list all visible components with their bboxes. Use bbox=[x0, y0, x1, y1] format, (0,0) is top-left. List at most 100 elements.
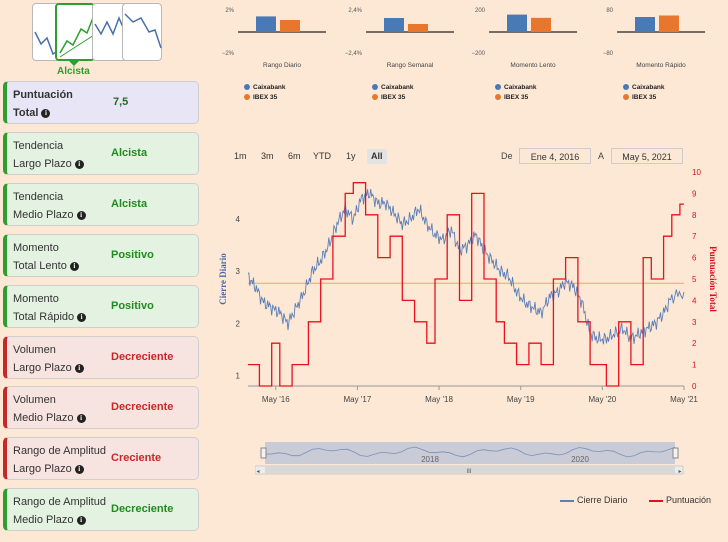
range-button[interactable]: 1m bbox=[234, 151, 247, 161]
info-icon[interactable]: i bbox=[74, 363, 84, 373]
legend-price[interactable]: Cierre Diario bbox=[560, 495, 628, 505]
indicator-card[interactable]: Volumen Largo Plazo i Decreciente bbox=[3, 336, 199, 379]
indicator-name: Momento Total Rápido i bbox=[13, 290, 87, 326]
indicator-name-line1: Tendencia bbox=[13, 140, 64, 152]
mini-legend-ibex[interactable]: IBEX 35 bbox=[244, 94, 277, 101]
indicator-name-line2-text: Largo Plazo bbox=[13, 463, 72, 475]
mini-legend-ibex-label: IBEX 35 bbox=[504, 94, 529, 101]
indicator-card[interactable]: Volumen Medio Plazo i Decreciente bbox=[3, 386, 199, 429]
indicator-name: Rango de Amplitud Medio Plazo i bbox=[13, 493, 106, 529]
legend-price-label: Cierre Diario bbox=[577, 495, 628, 505]
info-icon[interactable]: i bbox=[74, 159, 84, 169]
y2-tick-label: 1 bbox=[692, 361, 697, 370]
date-from-input[interactable]: Ene 4, 2016 bbox=[519, 148, 591, 164]
indicator-name-line2-text: Largo Plazo bbox=[13, 362, 72, 374]
indicator-card[interactable]: Momento Total Rápido i Positivo bbox=[3, 285, 199, 328]
trend-option-bearish-2[interactable] bbox=[122, 3, 162, 61]
indicator-name-line1: Volumen bbox=[13, 394, 56, 406]
indicator-card[interactable]: Tendencia Medio Plazo i Alcista bbox=[3, 183, 199, 226]
ibex-dot-icon bbox=[495, 94, 501, 101]
caixabank-dot-icon bbox=[244, 84, 250, 91]
indicator-name-line2: Total Rápido i bbox=[13, 308, 87, 326]
range-button[interactable]: All bbox=[367, 149, 387, 164]
indicator-value: Alcista bbox=[111, 198, 148, 210]
main-chart[interactable]: 1 2 3 4 0 1 2 3 4 5 6 7 8 9 10 May '16 May '17 May '18 May… bbox=[200, 160, 728, 490]
y2-axis-title: Puntuación Total bbox=[708, 246, 718, 312]
indicator-name-line2-text: Medio Plazo bbox=[13, 514, 74, 526]
x-tick-label: May '18 bbox=[425, 395, 453, 404]
scroll-right-icon[interactable]: ▸ bbox=[678, 469, 681, 475]
mini-bar[interactable] bbox=[635, 17, 655, 32]
ibex-dot-icon bbox=[244, 94, 250, 101]
mini-legend-ibex[interactable]: IBEX 35 bbox=[372, 94, 405, 101]
navigator-scrollbar-thumb[interactable] bbox=[265, 466, 675, 474]
navigator-series bbox=[265, 446, 676, 458]
mini-legend-caixabank[interactable]: Caixabank bbox=[244, 84, 286, 91]
indicator-value: Decreciente bbox=[111, 351, 174, 363]
mini-bar[interactable] bbox=[256, 16, 276, 32]
mini-legend-caixabank[interactable]: Caixabank bbox=[623, 84, 665, 91]
mini-bar[interactable] bbox=[531, 17, 551, 32]
navigator[interactable]: 2018 2020 III ◂ ▸ bbox=[255, 438, 685, 478]
mini-legend-ibex[interactable]: IBEX 35 bbox=[623, 94, 656, 101]
indicator-card[interactable]: Puntuación Total i 7,5 bbox=[3, 81, 199, 124]
indicator-card[interactable]: Tendencia Largo Plazo i Alcista bbox=[3, 132, 199, 175]
indicator-card[interactable]: Momento Total Lento i Positivo bbox=[3, 234, 199, 277]
y2-tick-label: 8 bbox=[692, 211, 697, 220]
info-icon[interactable]: i bbox=[41, 108, 51, 118]
mini-legend-caixabank[interactable]: Caixabank bbox=[372, 84, 414, 91]
trend-selector bbox=[32, 3, 162, 66]
mini-title: Momento Lento bbox=[510, 62, 556, 69]
scroll-left-icon[interactable]: ◂ bbox=[256, 469, 259, 475]
caixabank-dot-icon bbox=[623, 84, 629, 91]
range-button[interactable]: 3m bbox=[261, 151, 274, 161]
indicator-card[interactable]: Rango de Amplitud Medio Plazo i Decreciente bbox=[3, 488, 199, 531]
indicator-name-line2: Medio Plazo i bbox=[13, 511, 106, 529]
y2-tick-label: 5 bbox=[692, 275, 697, 284]
scroll-grip-icon: III bbox=[466, 469, 471, 475]
mini-bar[interactable] bbox=[384, 18, 404, 32]
mini-legend-caixabank[interactable]: Caixabank bbox=[495, 84, 537, 91]
mini-title: Rango Semanal bbox=[387, 62, 434, 69]
info-icon[interactable]: i bbox=[76, 210, 86, 220]
mini-bar[interactable] bbox=[507, 14, 527, 32]
indicator-value: Positivo bbox=[111, 249, 154, 261]
indicator-name-line1: Volumen bbox=[13, 344, 56, 356]
y2-tick-label: 4 bbox=[692, 296, 697, 305]
mini-title: Momento Rápido bbox=[636, 62, 686, 69]
info-icon[interactable]: i bbox=[69, 261, 79, 271]
indicator-name-line1: Rango de Amplitud bbox=[13, 496, 106, 508]
indicator-name: Volumen Largo Plazo i bbox=[13, 341, 84, 377]
legend-score[interactable]: Puntuación bbox=[649, 495, 711, 505]
mini-chart-1: 2,4% −2,4% Rango Semanal bbox=[345, 8, 454, 69]
navigator-selection[interactable] bbox=[265, 442, 675, 464]
indicator-name-line2-text: Total Rápido bbox=[13, 311, 75, 323]
info-icon[interactable]: i bbox=[76, 515, 86, 525]
range-button[interactable]: YTD bbox=[313, 151, 331, 161]
mini-ymax-label: 2% bbox=[225, 8, 234, 14]
mini-bar[interactable] bbox=[408, 24, 428, 32]
y-axis-title: Cierre Diario bbox=[218, 253, 228, 305]
mini-legend-ibex[interactable]: IBEX 35 bbox=[495, 94, 528, 101]
info-icon[interactable]: i bbox=[74, 464, 84, 474]
price-series-line[interactable] bbox=[247, 188, 685, 345]
indicator-name-line2-text: Largo Plazo bbox=[13, 158, 72, 170]
y-tick-label: 1 bbox=[236, 372, 241, 381]
trend-label: Alcista bbox=[57, 66, 90, 77]
score-series-line[interactable] bbox=[248, 182, 684, 387]
range-button[interactable]: 1y bbox=[346, 151, 356, 161]
range-button[interactable]: 6m bbox=[288, 151, 301, 161]
indicator-name-line1: Rango de Amplitud bbox=[13, 445, 106, 457]
navigator-left-handle[interactable] bbox=[260, 447, 267, 459]
indicator-name-line1: Momento bbox=[13, 293, 59, 305]
mini-bar[interactable] bbox=[659, 15, 679, 33]
date-to-input[interactable]: May 5, 2021 bbox=[611, 148, 683, 164]
y2-tick-label: 6 bbox=[692, 254, 697, 263]
indicator-card[interactable]: Rango de Amplitud Largo Plazo i Creciente bbox=[3, 437, 199, 480]
navigator-right-handle[interactable] bbox=[672, 447, 679, 459]
info-icon[interactable]: i bbox=[76, 413, 86, 423]
mini-bar[interactable] bbox=[280, 20, 300, 32]
indicator-name: Tendencia Medio Plazo i bbox=[13, 188, 86, 224]
info-icon[interactable]: i bbox=[77, 312, 87, 322]
indicator-name-line2: Largo Plazo i bbox=[13, 155, 84, 173]
